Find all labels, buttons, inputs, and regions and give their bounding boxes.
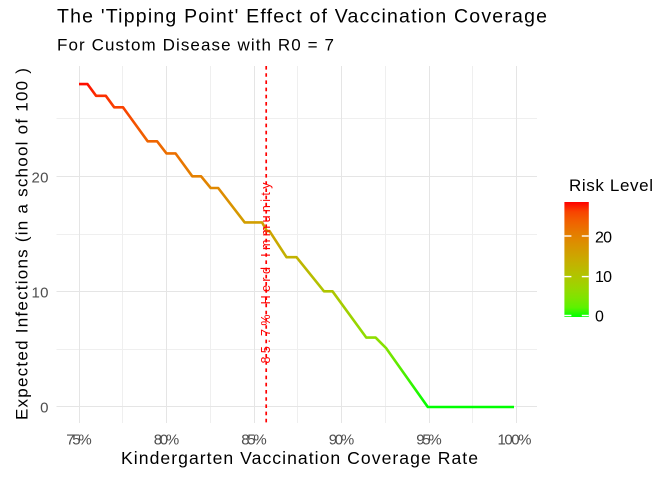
- svg-text:100%: 100%: [498, 431, 532, 448]
- svg-text:95%: 95%: [416, 431, 442, 448]
- svg-text:The 'Tipping Point' Effect of: The 'Tipping Point' Effect of Vaccinatio…: [57, 6, 547, 28]
- svg-text:Kindergarten Vaccination Cover: Kindergarten Vaccination Coverage Rate: [121, 448, 478, 468]
- svg-text:Expected Infections (in a scho: Expected Infections (in a school of 100 …: [13, 68, 32, 420]
- svg-text:10: 10: [595, 269, 612, 286]
- svg-text:20: 20: [595, 229, 612, 246]
- svg-text:Risk Level: Risk Level: [569, 176, 653, 195]
- svg-text:0: 0: [40, 400, 48, 417]
- svg-text:90%: 90%: [329, 431, 355, 448]
- svg-text:20: 20: [32, 170, 49, 187]
- svg-text:75%: 75%: [66, 431, 92, 448]
- svg-text:85%: 85%: [241, 431, 267, 448]
- svg-text:10: 10: [32, 285, 49, 302]
- svg-text:For Custom Disease with R0 = 7: For Custom Disease with R0 = 7: [57, 36, 334, 55]
- svg-text:85.7% Herd Immunity: 85.7% Herd Immunity: [259, 182, 273, 364]
- svg-text:0: 0: [595, 308, 604, 325]
- svg-text:80%: 80%: [154, 431, 180, 448]
